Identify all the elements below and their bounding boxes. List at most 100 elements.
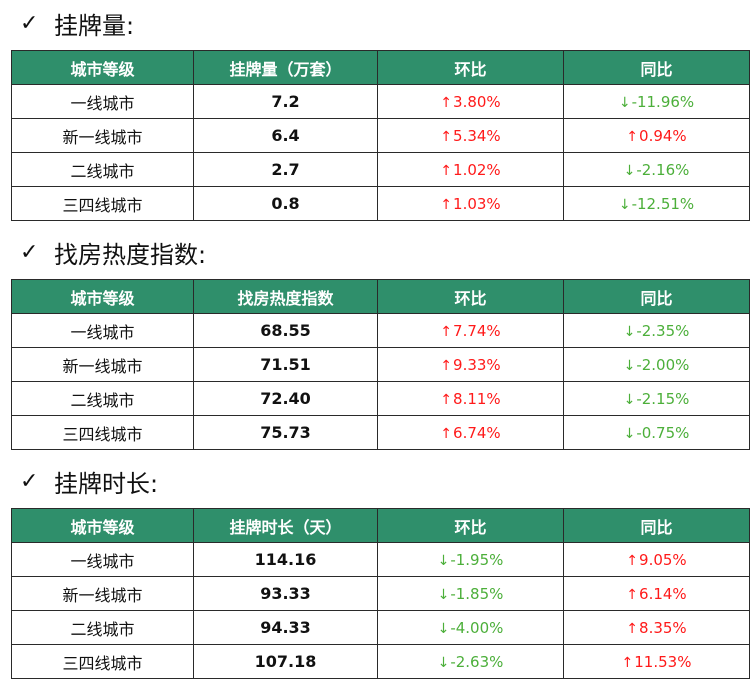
cell-yoy: ↑8.35%	[563, 610, 750, 645]
change-value: -1.85%	[450, 584, 504, 603]
change-value: -4.00%	[450, 618, 504, 637]
cell-tier: 新一线城市	[11, 576, 194, 611]
cell-tier: 一线城市	[11, 542, 194, 577]
table-row: 一线城市 68.55 ↑7.74% ↓-2.35%	[11, 313, 750, 348]
header-value: 挂牌量（万套）	[193, 50, 378, 85]
arrow-down-icon: ↓	[623, 162, 636, 179]
cell-yoy: ↑11.53%	[563, 644, 750, 679]
cell-yoy: ↓-2.15%	[563, 381, 750, 416]
cell-tier: 二线城市	[11, 152, 194, 187]
arrow-up-icon: ↑	[440, 391, 453, 408]
cell-tier: 一线城市	[11, 313, 194, 348]
section-listings: ✓ 挂牌量: 城市等级 挂牌量（万套） 环比 同比 一线城市 7.2 ↑3.80% ↓…	[0, 0, 755, 221]
table-row: 三四线城市 0.8 ↑1.03% ↓-12.51%	[11, 186, 750, 221]
cell-yoy: ↓-0.75%	[563, 415, 750, 450]
change-value: 6.74%	[453, 423, 501, 442]
cell-value: 2.7	[193, 152, 378, 187]
header-yoy: 同比	[563, 50, 750, 85]
cell-yoy: ↓-11.96%	[563, 84, 750, 119]
cell-value: 72.40	[193, 381, 378, 416]
arrow-down-icon: ↓	[437, 654, 450, 671]
change-value: 11.53%	[634, 652, 692, 671]
arrow-down-icon: ↓	[623, 323, 636, 340]
cell-tier: 三四线城市	[11, 644, 194, 679]
table-body: 一线城市 7.2 ↑3.80% ↓-11.96% 新一线城市 6.4 ↑5.34% ↑0.94…	[11, 84, 750, 221]
header-value: 挂牌时长（天）	[193, 508, 378, 543]
cell-mom: ↓-4.00%	[377, 610, 564, 645]
change-value: 8.35%	[639, 618, 687, 637]
arrow-up-icon: ↑	[626, 620, 639, 637]
table-row: 新一线城市 93.33 ↓-1.85% ↑6.14%	[11, 576, 750, 611]
arrow-down-icon: ↓	[623, 425, 636, 442]
table-row: 一线城市 7.2 ↑3.80% ↓-11.96%	[11, 84, 750, 119]
header-value: 找房热度指数	[193, 279, 378, 314]
arrow-down-icon: ↓	[623, 357, 636, 374]
arrow-down-icon: ↓	[437, 552, 450, 569]
arrow-up-icon: ↑	[621, 654, 634, 671]
arrow-up-icon: ↑	[440, 94, 453, 111]
checkmark-icon: ✓	[20, 468, 39, 494]
table-row: 二线城市 94.33 ↓-4.00% ↑8.35%	[11, 610, 750, 645]
cell-mom: ↑9.33%	[377, 347, 564, 382]
header-mom: 环比	[377, 50, 564, 85]
cell-value: 6.4	[193, 118, 378, 153]
header-mom: 环比	[377, 279, 564, 314]
cell-tier: 三四线城市	[11, 415, 194, 450]
arrow-up-icon: ↑	[440, 128, 453, 145]
cell-value: 93.33	[193, 576, 378, 611]
change-value: -11.96%	[631, 92, 695, 111]
section-heading: ✓ 找房热度指数:	[0, 229, 755, 275]
cell-value: 107.18	[193, 644, 378, 679]
cell-value: 75.73	[193, 415, 378, 450]
header-tier: 城市等级	[11, 50, 194, 85]
header-tier: 城市等级	[11, 279, 194, 314]
change-value: 0.94%	[639, 126, 687, 145]
table-row: 二线城市 72.40 ↑8.11% ↓-2.15%	[11, 381, 750, 416]
change-value: -2.35%	[636, 321, 690, 340]
arrow-up-icon: ↑	[626, 552, 639, 569]
arrow-down-icon: ↓	[618, 94, 631, 111]
section-heading: ✓ 挂牌时长:	[0, 458, 755, 504]
cell-yoy: ↑0.94%	[563, 118, 750, 153]
cell-mom: ↑5.34%	[377, 118, 564, 153]
cell-value: 94.33	[193, 610, 378, 645]
change-value: 9.33%	[453, 355, 501, 374]
cell-value: 7.2	[193, 84, 378, 119]
stats-table: 城市等级 挂牌量（万套） 环比 同比 一线城市 7.2 ↑3.80% ↓-11.96%…	[11, 50, 750, 221]
cell-yoy: ↓-12.51%	[563, 186, 750, 221]
section-title: 挂牌时长:	[54, 469, 159, 498]
arrow-up-icon: ↑	[440, 196, 453, 213]
cell-mom: ↑3.80%	[377, 84, 564, 119]
cell-mom: ↑8.11%	[377, 381, 564, 416]
cell-yoy: ↓-2.00%	[563, 347, 750, 382]
cell-yoy: ↑9.05%	[563, 542, 750, 577]
table-row: 三四线城市 107.18 ↓-2.63% ↑11.53%	[11, 644, 750, 679]
change-value: 9.05%	[639, 550, 687, 569]
cell-yoy: ↓-2.35%	[563, 313, 750, 348]
table-row: 三四线城市 75.73 ↑6.74% ↓-0.75%	[11, 415, 750, 450]
table-row: 二线城市 2.7 ↑1.02% ↓-2.16%	[11, 152, 750, 187]
cell-yoy: ↑6.14%	[563, 576, 750, 611]
cell-mom: ↓-1.95%	[377, 542, 564, 577]
table-row: 新一线城市 71.51 ↑9.33% ↓-2.00%	[11, 347, 750, 382]
arrow-down-icon: ↓	[618, 196, 631, 213]
change-value: -1.95%	[450, 550, 504, 569]
header-yoy: 同比	[563, 279, 750, 314]
table-row: 新一线城市 6.4 ↑5.34% ↑0.94%	[11, 118, 750, 153]
cell-mom: ↑6.74%	[377, 415, 564, 450]
arrow-down-icon: ↓	[437, 620, 450, 637]
cell-yoy: ↓-2.16%	[563, 152, 750, 187]
change-value: 5.34%	[453, 126, 501, 145]
cell-tier: 新一线城市	[11, 347, 194, 382]
cell-mom: ↓-2.63%	[377, 644, 564, 679]
section-title: 挂牌量:	[54, 11, 135, 40]
arrow-up-icon: ↑	[440, 357, 453, 374]
cell-tier: 一线城市	[11, 84, 194, 119]
cell-tier: 三四线城市	[11, 186, 194, 221]
cell-value: 68.55	[193, 313, 378, 348]
cell-value: 0.8	[193, 186, 378, 221]
table-row: 一线城市 114.16 ↓-1.95% ↑9.05%	[11, 542, 750, 577]
cell-tier: 二线城市	[11, 610, 194, 645]
arrow-up-icon: ↑	[440, 323, 453, 340]
cell-mom: ↓-1.85%	[377, 576, 564, 611]
